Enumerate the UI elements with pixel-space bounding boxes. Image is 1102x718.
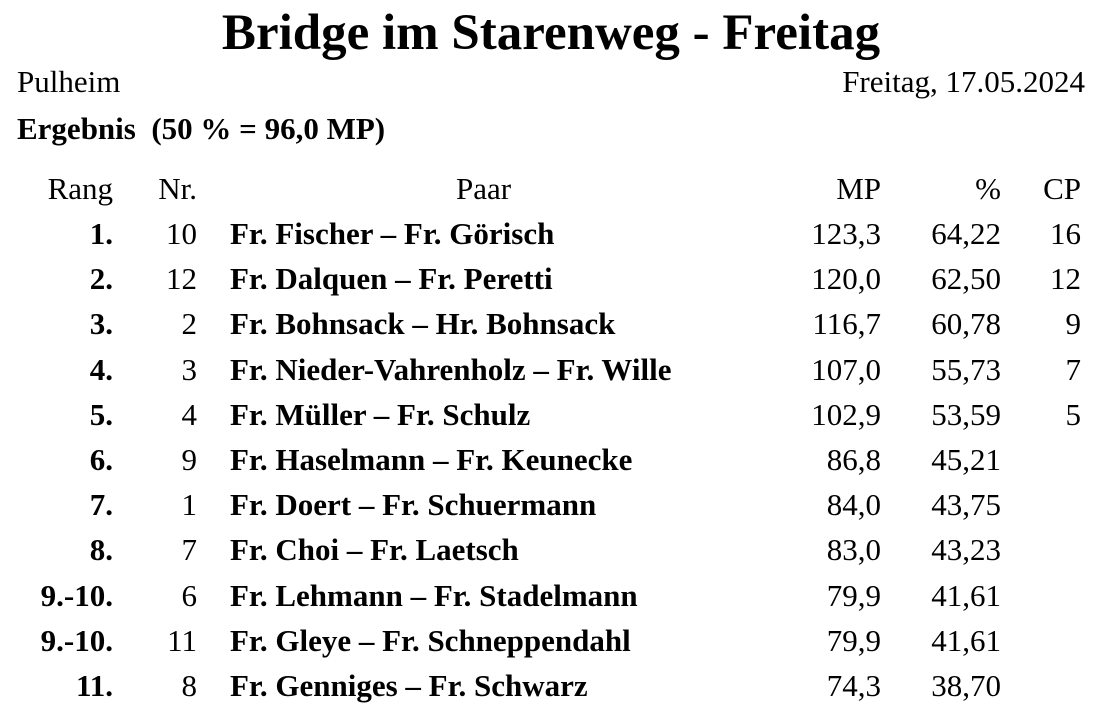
location-label: Pulheim xyxy=(17,64,121,99)
percent-cell: 64,22 xyxy=(931,216,1001,251)
pair-number-cell: 10 xyxy=(166,216,197,251)
cp-cell: 5 xyxy=(1065,396,1082,432)
pair-number-cell: 8 xyxy=(181,668,198,704)
rank-cell: 2. xyxy=(89,261,113,297)
table-row: 3. 2 Fr. Bohnsack – Hr. Bohnsack 116,7 60,78… xyxy=(18,301,1081,346)
mp-cell: 116,7 xyxy=(812,306,881,342)
mp-cell: 86,8 xyxy=(826,442,881,478)
table-row: 11. 8 Fr. Genniges – Fr. Schwarz 74,3 38,70 xyxy=(18,663,1081,708)
mp-cell: 102,9 xyxy=(811,396,881,432)
cp-cell xyxy=(1001,527,1081,572)
pair-names-cell: Fr. Haselmann – Fr. Keunecke xyxy=(230,442,633,478)
pair-names-cell: Fr. Lehmann – Fr. Stadelmann xyxy=(230,577,638,613)
cp-cell: 9 xyxy=(1065,306,1082,342)
result-summary: Ergebnis (50 % = 96,0 MP) xyxy=(17,111,386,146)
cp-cell: 12 xyxy=(1050,261,1081,297)
col-header-nr: Nr. xyxy=(158,171,197,206)
percent-cell: 43,23 xyxy=(931,532,1001,568)
pair-names-cell: Fr. Genniges – Fr. Schwarz xyxy=(230,668,588,704)
table-row: 4. 3 Fr. Nieder-Vahrenholz – Fr. Wille 107,… xyxy=(18,347,1081,392)
mp-cell: 84,0 xyxy=(826,487,881,523)
pair-number-cell: 11 xyxy=(167,622,197,658)
rank-cell: 11. xyxy=(75,668,113,704)
rank-cell: 4. xyxy=(89,351,113,387)
rank-cell: 9.-10. xyxy=(40,577,113,613)
mp-cell: 83,0 xyxy=(826,532,881,568)
table-header-row: Rang Nr. Paar MP % CP xyxy=(18,166,1081,211)
pair-number-cell: 2 xyxy=(181,306,198,342)
table-row: 8. 7 Fr. Choi – Fr. Laetsch 83,0 43,23 xyxy=(18,527,1081,572)
percent-cell: 45,21 xyxy=(931,442,1001,478)
cp-cell xyxy=(1001,618,1081,663)
rank-cell: 6. xyxy=(89,442,113,478)
rank-cell: 5. xyxy=(89,396,113,432)
pair-number-cell: 7 xyxy=(181,532,198,568)
mp-cell: 107,0 xyxy=(811,351,881,387)
mp-cell: 120,0 xyxy=(811,261,881,297)
percent-cell: 41,61 xyxy=(931,577,1001,613)
rank-cell: 3. xyxy=(89,306,113,342)
percent-cell: 60,78 xyxy=(931,306,1001,342)
results-table-body: 1. 10 Fr. Fischer – Fr. Görisch 123,3 64,22 1… xyxy=(18,211,1081,708)
cp-cell xyxy=(1001,482,1081,527)
mp-cell: 79,9 xyxy=(826,622,881,658)
cp-cell xyxy=(1001,663,1081,708)
pair-number-cell: 9 xyxy=(181,442,198,478)
percent-cell: 41,61 xyxy=(931,622,1001,658)
date-label: Freitag, 17.05.2024 xyxy=(842,64,1085,99)
pair-names-cell: Fr. Dalquen – Fr. Peretti xyxy=(230,261,553,297)
percent-cell: 53,59 xyxy=(931,396,1001,432)
col-header-rang: Rang xyxy=(47,171,113,206)
cp-cell: 7 xyxy=(1065,351,1082,387)
table-row: 7. 1 Fr. Doert – Fr. Schuermann 84,0 43,75 xyxy=(18,482,1081,527)
pair-number-cell: 1 xyxy=(181,487,198,523)
pair-names-cell: Fr. Gleye – Fr. Schneppendahl xyxy=(230,622,631,658)
percent-cell: 62,50 xyxy=(931,261,1001,297)
pair-number-cell: 4 xyxy=(181,396,198,432)
table-row: 9.-10. 6 Fr. Lehmann – Fr. Stadelmann 79,9 4… xyxy=(18,573,1081,618)
pair-names-cell: Fr. Müller – Fr. Schulz xyxy=(230,396,531,432)
pair-names-cell: Fr. Bohnsack – Hr. Bohnsack xyxy=(230,306,616,342)
cp-cell xyxy=(1001,437,1081,482)
mp-cell: 74,3 xyxy=(826,668,881,704)
mp-cell: 123,3 xyxy=(811,216,881,251)
pair-names-cell: Fr. Doert – Fr. Schuermann xyxy=(230,487,597,523)
table-row: 9.-10. 11 Fr. Gleye – Fr. Schneppendahl 79,… xyxy=(18,618,1081,663)
results-document: Bridge im Starenweg - Freitag Pulheim Fr… xyxy=(0,7,1102,718)
table-row: 5. 4 Fr. Müller – Fr. Schulz 102,9 53,59 5 xyxy=(18,392,1081,437)
results-table: Rang Nr. Paar MP % CP 1. 10 Fr. Fischer – … xyxy=(18,166,1081,708)
pair-number-cell: 3 xyxy=(181,351,198,387)
pair-names-cell: Fr. Fischer – Fr. Görisch xyxy=(230,216,555,251)
pair-number-cell: 12 xyxy=(166,261,197,297)
percent-cell: 38,70 xyxy=(931,668,1001,704)
table-row: 2. 12 Fr. Dalquen – Fr. Peretti 120,0 62,50 1… xyxy=(18,256,1081,301)
table-row: 1. 10 Fr. Fischer – Fr. Görisch 123,3 64,22 1… xyxy=(18,211,1081,256)
pair-names-cell: Fr. Choi – Fr. Laetsch xyxy=(230,532,519,568)
page-title: Bridge im Starenweg - Freitag xyxy=(221,5,881,61)
mp-cell: 79,9 xyxy=(826,577,881,613)
percent-cell: 55,73 xyxy=(931,351,1001,387)
col-header-percent: % xyxy=(975,171,1001,206)
cp-cell: 16 xyxy=(1050,216,1081,251)
col-header-cp: CP xyxy=(1043,171,1081,206)
rank-cell: 8. xyxy=(89,532,113,568)
rank-cell: 1. xyxy=(89,216,113,251)
table-row: 6. 9 Fr. Haselmann – Fr. Keunecke 86,8 45,21 xyxy=(18,437,1081,482)
rank-cell: 7. xyxy=(89,487,113,523)
subheader: Pulheim Freitag, 17.05.2024 xyxy=(0,64,1102,100)
pair-number-cell: 6 xyxy=(181,577,198,613)
rank-cell: 9.-10. xyxy=(40,622,113,658)
cp-cell xyxy=(1001,573,1081,618)
percent-cell: 43,75 xyxy=(931,487,1001,523)
col-header-paar: Paar xyxy=(455,171,512,206)
col-header-mp: MP xyxy=(836,171,881,206)
pair-names-cell: Fr. Nieder-Vahrenholz – Fr. Wille xyxy=(230,351,672,387)
